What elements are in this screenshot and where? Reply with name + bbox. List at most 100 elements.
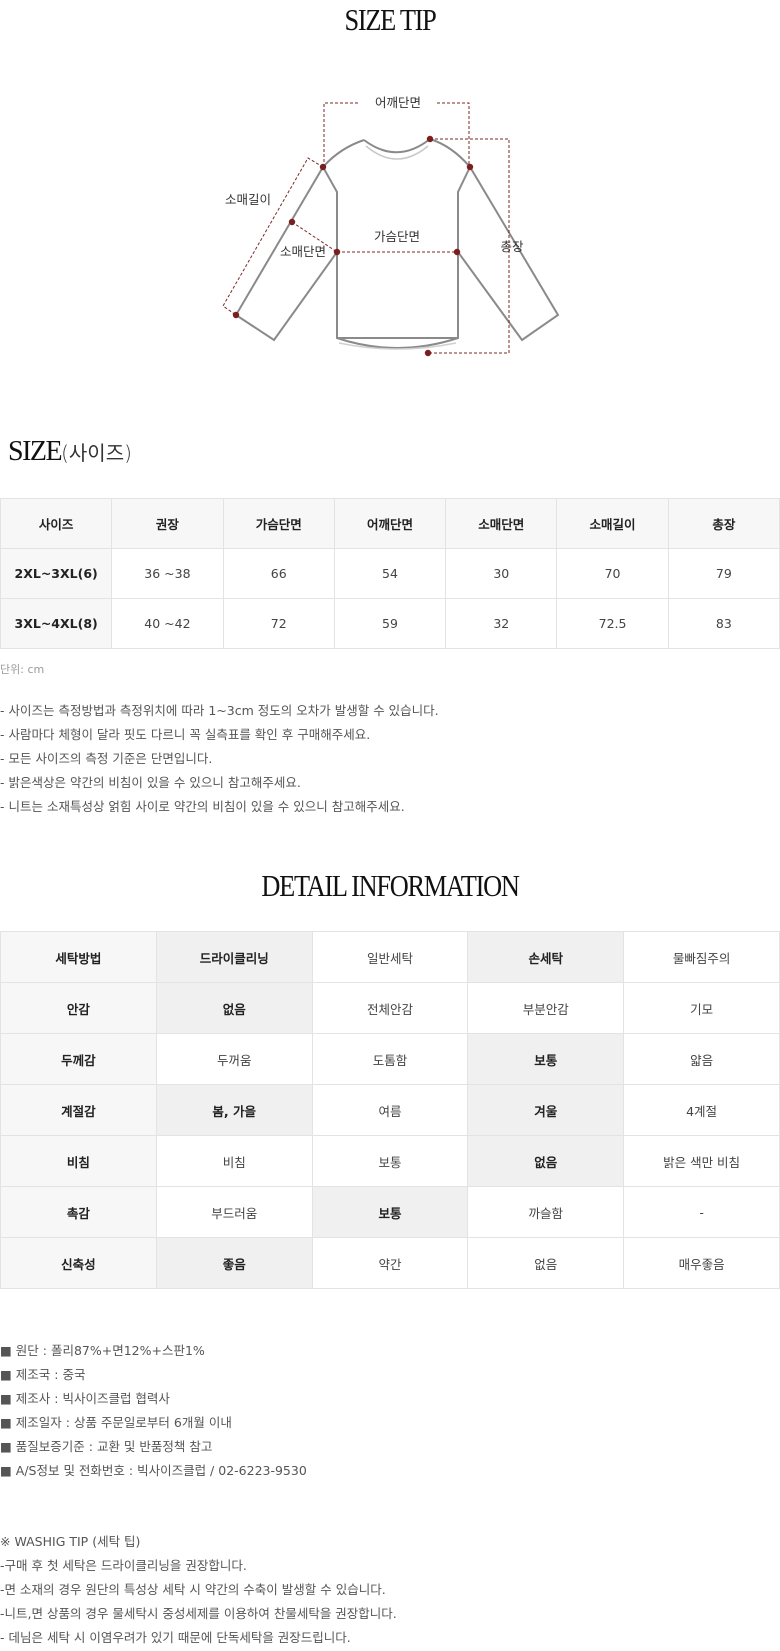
washing-tip-line: ※ WASHIG TIP (세탁 팁) xyxy=(0,1534,141,1549)
detail-option: 까슬함 xyxy=(467,1186,625,1238)
detail-option: 물빠짐주의 xyxy=(623,931,780,983)
detail-label: 두께감 xyxy=(0,1033,157,1085)
dot xyxy=(319,163,327,171)
measurement-dots xyxy=(232,135,474,357)
size-cell: 83 xyxy=(667,598,780,649)
detail-label: 안감 xyxy=(0,982,157,1034)
label-sleeve-length: 소매길이 xyxy=(225,192,271,207)
detail-option: 부분안감 xyxy=(467,982,625,1034)
spec-line: ■ 품질보증기준 : 교환 및 반품정책 참고 xyxy=(0,1439,213,1454)
washing-tip-line: -니트,면 상품의 경우 물세탁시 중성세제를 이용하여 찬물세탁을 권장합니다… xyxy=(0,1606,397,1621)
size-header-cell: 소매단면 xyxy=(445,498,558,549)
size-cell: 72.5 xyxy=(556,598,669,649)
garment-measurement-diagram: 어깨단면 소매길이 소매단면 가슴단면 총장 xyxy=(222,95,560,357)
detail-table: 세탁방법 드라이클리닝 일반세탁 손세탁 물빠짐주의 안감 없음 전체안감 부분안감 기모 두께감 두… xyxy=(0,931,780,1289)
size-header-cell: 권장 xyxy=(111,498,224,549)
detail-option: 보통 xyxy=(311,1135,469,1187)
spec-line: ■ 제조사 : 빅사이즈클럽 협력사 xyxy=(0,1391,170,1406)
label-sleeve-width: 소매단면 xyxy=(280,244,326,259)
detail-option-selected: 드라이클리닝 xyxy=(155,931,313,983)
size-cell: 59 xyxy=(333,598,447,649)
detail-option-selected: 겨울 xyxy=(467,1084,625,1136)
size-cell: 36 ~38 xyxy=(111,548,224,599)
spec-line: ■ 제조국 : 중국 xyxy=(0,1367,86,1382)
detail-option: 일반세탁 xyxy=(311,931,469,983)
washing-tip-line: -면 소재의 경우 원단의 특성상 세탁 시 약간의 수축이 발생할 수 있습니… xyxy=(0,1582,386,1597)
size-header-row: 사이즈 권장 가슴단면 어깨단면 소매단면 소매길이 총장 xyxy=(0,498,780,549)
size-cell: 2XL~3XL(6) xyxy=(0,548,113,599)
dot xyxy=(288,218,296,226)
note-line: - 사이즈는 측정방법과 측정위치에 따라 1~3cm 정도의 오차가 발생할 … xyxy=(0,703,439,718)
detail-option: 두꺼움 xyxy=(155,1033,313,1085)
detail-label: 신축성 xyxy=(0,1237,157,1289)
sweater-outline xyxy=(234,138,560,349)
dot xyxy=(424,349,432,357)
detail-option-selected: 손세탁 xyxy=(467,931,625,983)
detail-option: 기모 xyxy=(623,982,780,1034)
unit-label: 단위: cm xyxy=(0,663,45,676)
size-cell: 3XL~4XL(8) xyxy=(0,598,113,649)
detail-option-selected: 좋음 xyxy=(155,1237,313,1289)
size-table: 사이즈 권장 가슴단면 어깨단면 소매단면 소매길이 총장 2XL~3XL(6) 36 ~38 6… xyxy=(0,498,780,649)
size-notes: - 사이즈는 측정방법과 측정위치에 따라 1~3cm 정도의 오차가 발생할 … xyxy=(0,699,439,819)
detail-label: 세탁방법 xyxy=(0,931,157,983)
dot xyxy=(466,163,474,171)
hem-inner-line xyxy=(338,342,457,350)
detail-option-selected: 없음 xyxy=(467,1135,625,1187)
detail-row: 촉감 부드러움 보통 까슬함 - xyxy=(0,1186,780,1238)
detail-row: 두께감 두꺼움 도톰함 보통 얇음 xyxy=(0,1033,780,1085)
size-header-cell: 사이즈 xyxy=(0,498,113,549)
dot xyxy=(426,135,434,143)
size-header-cell: 총장 xyxy=(667,498,780,549)
dot xyxy=(453,248,461,256)
size-title: SIZE xyxy=(8,436,63,467)
detail-option: 전체안감 xyxy=(311,982,469,1034)
label-shoulder: 어깨단면 xyxy=(375,95,421,110)
note-line: - 니트는 소재특성상 얽힘 사이로 약간의 비침이 있을 수 있으니 참고해주… xyxy=(0,799,405,814)
washing-tip: ※ WASHIG TIP (세탁 팁) -구매 후 첫 세탁은 드라이클리닝을 권… xyxy=(0,1530,397,1650)
spec-line: ■ A/S정보 및 전화번호 : 빅사이즈클럽 / 02-6223-9530 xyxy=(0,1463,307,1478)
size-header-cell: 소매길이 xyxy=(556,498,669,549)
size-header-cell: 가슴단면 xyxy=(222,498,335,549)
size-cell: 66 xyxy=(222,548,335,599)
spec-line: ■ 제조일자 : 상품 주문일로부터 6개월 이내 xyxy=(0,1415,232,1430)
washing-tip-line: -구매 후 첫 세탁은 드라이클리닝을 권장합니다. xyxy=(0,1558,247,1573)
detail-label: 계절감 xyxy=(0,1084,157,1136)
size-header-cell: 어깨단면 xyxy=(333,498,447,549)
detail-option: 없음 xyxy=(467,1237,625,1289)
detail-option: 부드러움 xyxy=(155,1186,313,1238)
measurement-lines xyxy=(222,102,510,354)
note-line: - 밝은색상은 약간의 비침이 있을 수 있으니 참고해주세요. xyxy=(0,775,301,790)
label-chest: 가슴단면 xyxy=(374,229,420,244)
product-specs: ■ 원단 : 폴리87%+면12%+스판1% ■ 제조국 : 중국 ■ 제조사 : … xyxy=(0,1339,307,1483)
detail-option: 비침 xyxy=(155,1135,313,1187)
size-heading: SIZE(사이즈) xyxy=(8,436,132,468)
detail-row: 세탁방법 드라이클리닝 일반세탁 손세탁 물빠짐주의 xyxy=(0,931,780,983)
detail-option: 약간 xyxy=(311,1237,469,1289)
detail-row: 계절감 봄, 가을 여름 겨울 4계절 xyxy=(0,1084,780,1136)
size-cell: 32 xyxy=(445,598,558,649)
note-line: - 사람마다 체형이 달라 핏도 다르니 꼭 실측표를 확인 후 구매해주세요. xyxy=(0,727,371,742)
size-cell: 40 ~42 xyxy=(111,598,224,649)
detail-option-selected: 보통 xyxy=(467,1033,625,1085)
note-line: - 모든 사이즈의 측정 기준은 단면입니다. xyxy=(0,751,213,766)
detail-option-selected: 보통 xyxy=(311,1186,469,1238)
detail-option-selected: 없음 xyxy=(155,982,313,1034)
detail-option: - xyxy=(623,1186,780,1238)
size-cell: 70 xyxy=(556,548,669,599)
detail-option: 도톰함 xyxy=(311,1033,469,1085)
size-cell: 30 xyxy=(445,548,558,599)
detail-option-selected: 봄, 가을 xyxy=(155,1084,313,1136)
dot xyxy=(232,311,240,319)
detail-option: 얇음 xyxy=(623,1033,780,1085)
size-row: 3XL~4XL(8) 40 ~42 72 59 32 72.5 83 xyxy=(0,598,780,649)
size-cell: 79 xyxy=(667,548,780,599)
detail-option: 여름 xyxy=(311,1084,469,1136)
size-tip-title: SIZE TIP xyxy=(344,2,436,37)
detail-row: 신축성 좋음 약간 없음 매우좋음 xyxy=(0,1237,780,1289)
detail-label: 촉감 xyxy=(0,1186,157,1238)
detail-row: 비침 비침 보통 없음 밝은 색만 비침 xyxy=(0,1135,780,1187)
washing-tip-line: - 데님은 세탁 시 이염우려가 있기 때문에 단독세탁을 권장드립니다. xyxy=(0,1630,351,1645)
size-row: 2XL~3XL(6) 36 ~38 66 54 30 70 79 xyxy=(0,548,780,599)
detail-title: DETAIL INFORMATION xyxy=(261,868,519,903)
